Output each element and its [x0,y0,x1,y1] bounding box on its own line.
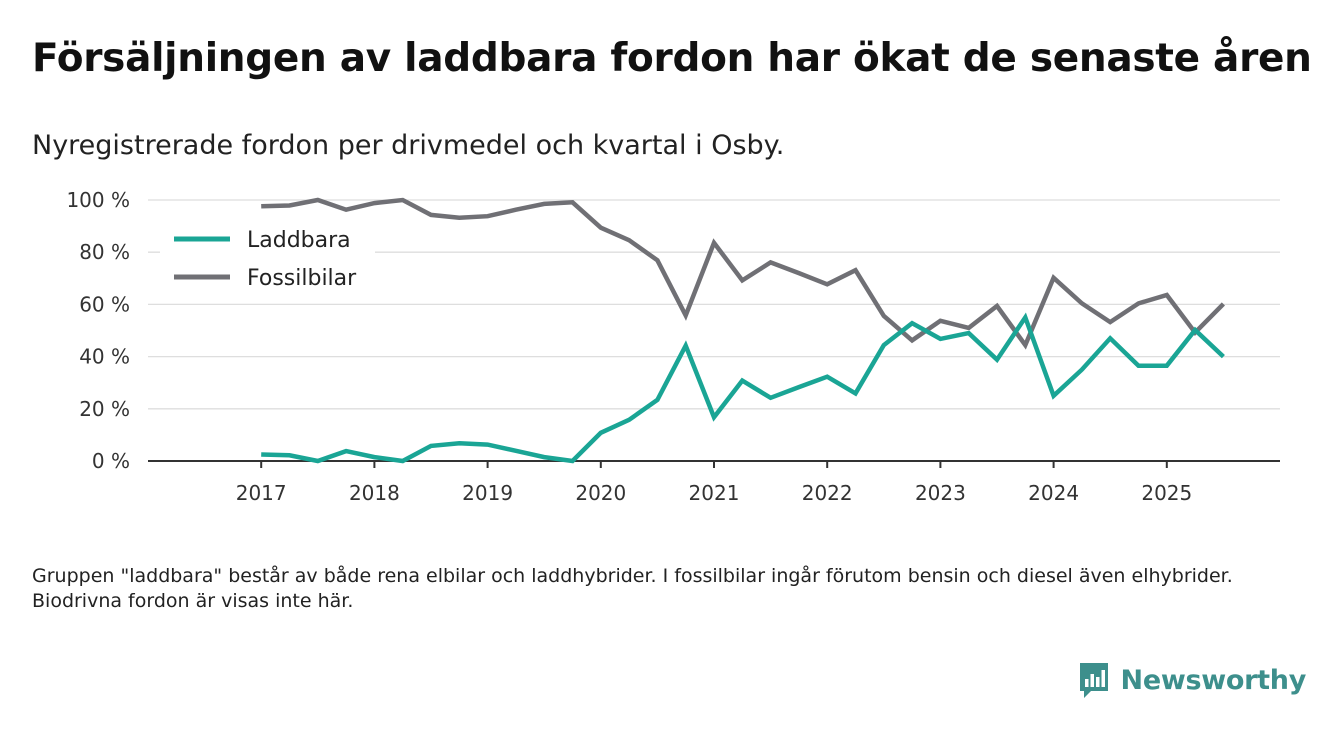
y-tick-label: 40 % [79,345,130,369]
brand-name: Newsworthy [1120,664,1307,696]
x-tick-label: 2024 [1028,481,1079,505]
x-tick-label: 2019 [462,481,513,505]
x-tick-label: 2017 [236,481,287,505]
footnote: Gruppen "laddbara" består av både rena e… [32,565,1233,612]
legend-background [160,222,375,296]
y-tick-label: 80 % [79,240,130,264]
legend-label-fossilbilar: Fossilbilar [247,266,357,291]
legend-label-laddbara: Laddbara [247,228,351,253]
legend: Laddbara Fossilbilar [160,222,375,296]
series-lines [261,197,1226,464]
y-tick-label: 100 % [66,188,130,212]
y-tick-label: 0 % [92,449,130,473]
chart-subtitle: Nyregistrerade fordon per drivmedel och … [32,130,785,161]
series-line-laddbara[interactable] [261,312,1225,464]
x-tick-label: 2023 [915,481,966,505]
series-line-fossilbilar[interactable] [261,197,1226,350]
x-tick-label: 2021 [689,481,740,505]
y-axis-ticks: 0 % 20 % 40 % 60 % 80 % 100 % [66,188,130,473]
y-tick-label: 20 % [79,397,130,421]
y-tick-label: 60 % [79,292,130,316]
line-chart: 0 % 20 % 40 % 60 % 80 % 100 % 2017 2018 2019 202… [66,188,1280,505]
newsworthy-logo-icon [1079,663,1108,698]
chart-title: Försäljningen av laddbara fordon har öka… [32,36,1312,81]
x-tick-label: 2020 [575,481,626,505]
x-axis-ticks: 2017 2018 2019 2020 2021 2022 2023 2024 2025 [148,460,1280,505]
x-tick-label: 2022 [802,481,853,505]
brand-logo[interactable]: Newsworthy [1077,660,1306,700]
x-tick-label: 2018 [349,481,400,505]
x-tick-label: 2025 [1141,481,1192,505]
